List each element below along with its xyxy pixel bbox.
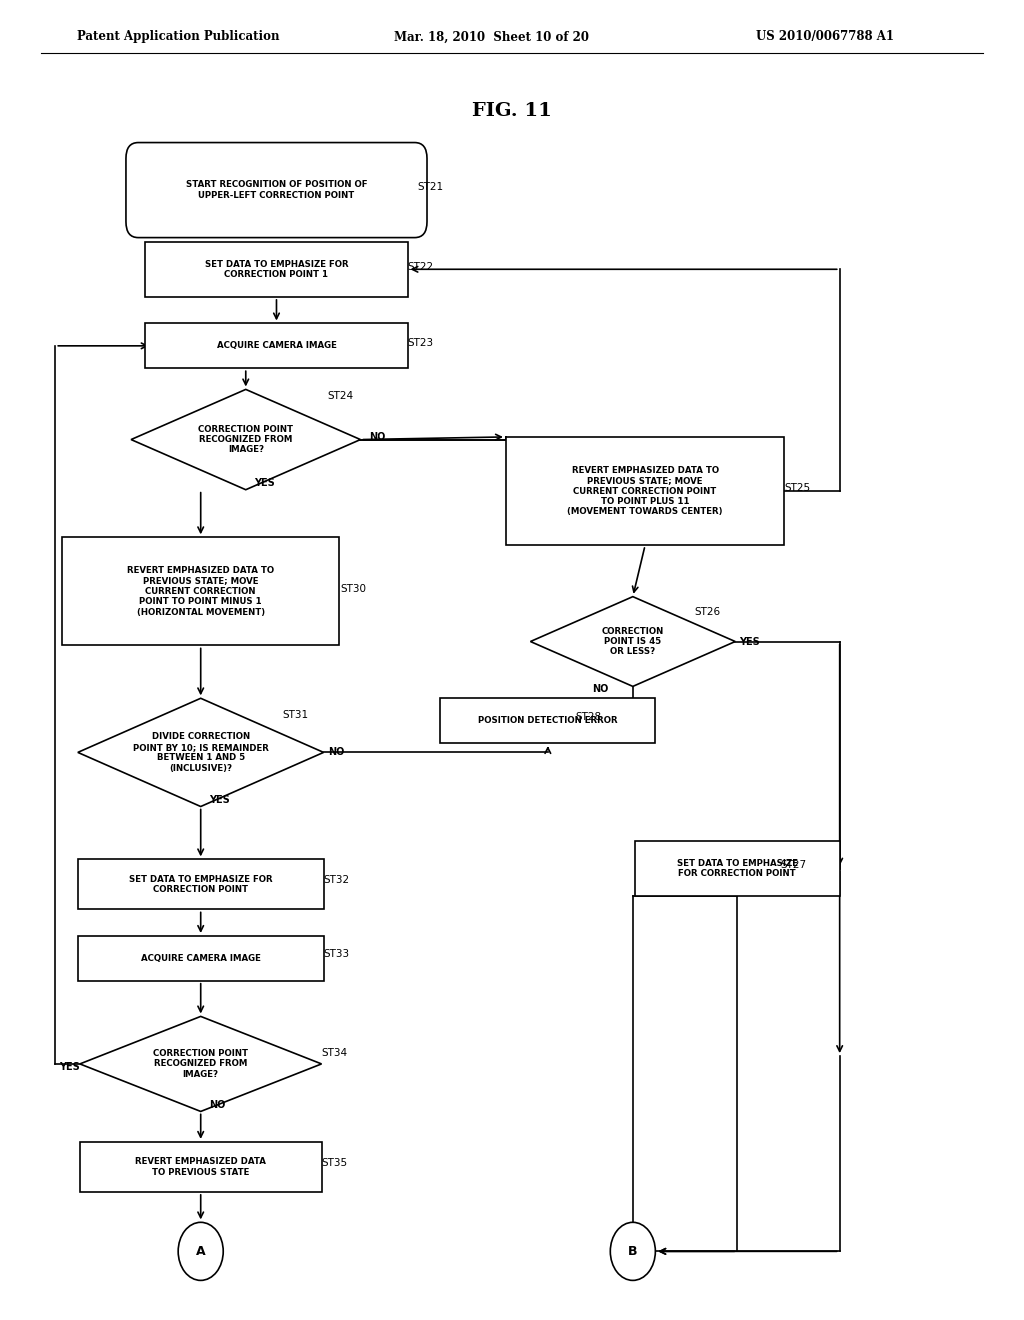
Text: ST22: ST22 bbox=[408, 261, 434, 272]
Bar bbox=[506, 437, 784, 545]
Text: US 2010/0067788 A1: US 2010/0067788 A1 bbox=[756, 30, 894, 44]
Bar bbox=[440, 698, 655, 743]
Text: NO: NO bbox=[328, 747, 344, 758]
Text: ST33: ST33 bbox=[324, 949, 350, 960]
Circle shape bbox=[610, 1222, 655, 1280]
Text: ST28: ST28 bbox=[575, 711, 602, 722]
Polygon shape bbox=[131, 389, 360, 490]
Text: ST32: ST32 bbox=[324, 875, 350, 886]
Text: YES: YES bbox=[59, 1061, 80, 1072]
Text: NO: NO bbox=[369, 432, 385, 442]
Polygon shape bbox=[80, 1016, 322, 1111]
Bar bbox=[635, 841, 840, 896]
Bar bbox=[78, 859, 324, 909]
Text: NO: NO bbox=[592, 684, 608, 694]
Text: NO: NO bbox=[209, 1100, 225, 1110]
Text: ACQUIRE CAMERA IMAGE: ACQUIRE CAMERA IMAGE bbox=[216, 342, 337, 350]
Text: ST26: ST26 bbox=[694, 607, 721, 618]
Polygon shape bbox=[530, 597, 735, 686]
FancyBboxPatch shape bbox=[126, 143, 427, 238]
Text: SET DATA TO EMPHASIZE
FOR CORRECTION POINT: SET DATA TO EMPHASIZE FOR CORRECTION POI… bbox=[677, 859, 798, 878]
Text: ST35: ST35 bbox=[322, 1158, 348, 1168]
Text: ST21: ST21 bbox=[418, 182, 444, 193]
Text: ST27: ST27 bbox=[780, 859, 807, 870]
Text: ST25: ST25 bbox=[784, 483, 811, 494]
Polygon shape bbox=[78, 698, 324, 807]
Text: REVERT EMPHASIZED DATA
TO PREVIOUS STATE: REVERT EMPHASIZED DATA TO PREVIOUS STATE bbox=[135, 1158, 266, 1176]
Text: YES: YES bbox=[254, 478, 274, 488]
Bar bbox=[145, 242, 408, 297]
Text: CORRECTION
POINT IS 45
OR LESS?: CORRECTION POINT IS 45 OR LESS? bbox=[602, 627, 664, 656]
Text: DIVIDE CORRECTION
POINT BY 10; IS REMAINDER
BETWEEN 1 AND 5
(INCLUSIVE)?: DIVIDE CORRECTION POINT BY 10; IS REMAIN… bbox=[133, 733, 268, 772]
Text: POSITION DETECTION ERROR: POSITION DETECTION ERROR bbox=[478, 717, 617, 725]
Text: Mar. 18, 2010  Sheet 10 of 20: Mar. 18, 2010 Sheet 10 of 20 bbox=[394, 30, 589, 44]
Bar bbox=[78, 936, 324, 981]
Text: ST23: ST23 bbox=[408, 338, 434, 348]
Bar bbox=[62, 537, 339, 645]
Text: CORRECTION POINT
RECOGNIZED FROM
IMAGE?: CORRECTION POINT RECOGNIZED FROM IMAGE? bbox=[154, 1049, 248, 1078]
Text: YES: YES bbox=[739, 636, 760, 647]
Circle shape bbox=[178, 1222, 223, 1280]
Text: REVERT EMPHASIZED DATA TO
PREVIOUS STATE; MOVE
CURRENT CORRECTION POINT
TO POINT: REVERT EMPHASIZED DATA TO PREVIOUS STATE… bbox=[567, 466, 723, 516]
Bar bbox=[80, 1142, 322, 1192]
Text: A: A bbox=[196, 1245, 206, 1258]
Text: B: B bbox=[628, 1245, 638, 1258]
Bar bbox=[145, 323, 408, 368]
Text: SET DATA TO EMPHASIZE FOR
CORRECTION POINT: SET DATA TO EMPHASIZE FOR CORRECTION POI… bbox=[129, 875, 272, 894]
Text: ST30: ST30 bbox=[340, 583, 366, 594]
Text: Patent Application Publication: Patent Application Publication bbox=[77, 30, 280, 44]
Text: REVERT EMPHASIZED DATA TO
PREVIOUS STATE; MOVE
CURRENT CORRECTION
POINT TO POINT: REVERT EMPHASIZED DATA TO PREVIOUS STATE… bbox=[127, 566, 274, 616]
Text: ST24: ST24 bbox=[328, 391, 354, 401]
Text: FIG. 11: FIG. 11 bbox=[472, 102, 552, 120]
Text: START RECOGNITION OF POSITION OF
UPPER-LEFT CORRECTION POINT: START RECOGNITION OF POSITION OF UPPER-L… bbox=[185, 181, 368, 199]
Text: ACQUIRE CAMERA IMAGE: ACQUIRE CAMERA IMAGE bbox=[140, 954, 261, 962]
Text: YES: YES bbox=[209, 795, 229, 805]
Text: ST34: ST34 bbox=[322, 1048, 348, 1059]
Text: SET DATA TO EMPHASIZE FOR
CORRECTION POINT 1: SET DATA TO EMPHASIZE FOR CORRECTION POI… bbox=[205, 260, 348, 279]
Text: ST31: ST31 bbox=[283, 710, 309, 721]
Text: CORRECTION POINT
RECOGNIZED FROM
IMAGE?: CORRECTION POINT RECOGNIZED FROM IMAGE? bbox=[199, 425, 293, 454]
